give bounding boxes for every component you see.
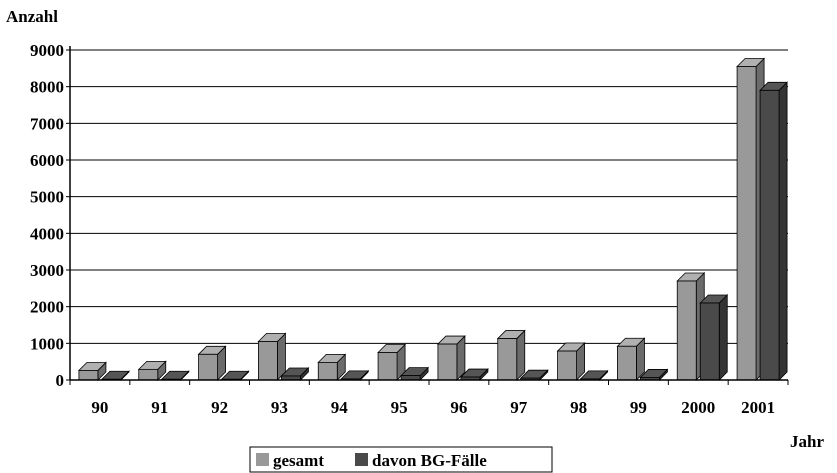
bar-front — [497, 338, 518, 381]
y-tick-label: 4000 — [30, 224, 64, 243]
bar-front — [317, 361, 338, 381]
bar-front — [258, 341, 278, 381]
bar-side — [778, 81, 788, 381]
y-axis-label: Anzahl — [6, 7, 58, 26]
y-tick-labels: 0 1000 2000 3000 4000 5000 6000 7000 8000 9000 — [30, 41, 64, 390]
bars — [77, 57, 789, 381]
bar-gesamt — [377, 343, 407, 381]
y-tick-label: 9000 — [30, 41, 64, 60]
bar-front — [198, 353, 218, 381]
bar-bg-faelle — [280, 367, 310, 381]
bar-gesamt — [77, 361, 107, 381]
x-tick-label: 96 — [450, 398, 467, 417]
bar-bg-faelle — [340, 369, 370, 381]
y-tick-label: 3000 — [30, 261, 64, 280]
bar-front — [736, 66, 757, 381]
y-tick-label: 1000 — [30, 334, 64, 353]
x-tick-label: 97 — [510, 398, 528, 417]
bar-gesamt — [436, 335, 466, 381]
bar-gesamt — [197, 345, 227, 381]
x-tick-label: 94 — [331, 398, 349, 417]
bar-front — [557, 350, 577, 381]
y-tick-label: 7000 — [30, 114, 64, 133]
gridlines — [70, 49, 788, 344]
x-tick-label: 2001 — [741, 398, 775, 417]
bar-bg-faelle — [220, 370, 250, 381]
x-tick-label: 95 — [391, 398, 408, 417]
legend-label-bg-faelle: davon BG-Fälle — [372, 451, 487, 470]
bar-bg-faelle — [400, 366, 430, 381]
bar-gesamt — [317, 353, 347, 381]
bar-gesamt — [556, 342, 586, 381]
bar-bg-faelle — [699, 294, 729, 381]
x-tick-label: 92 — [211, 398, 228, 417]
bar-bg-faelle — [519, 369, 549, 381]
legend-swatch-bg-faelle — [355, 453, 368, 466]
bar-bg-faelle — [160, 370, 190, 381]
legend-label-gesamt: gesamt — [273, 451, 324, 470]
bar-front — [699, 302, 720, 381]
y-tick-label: 8000 — [30, 78, 64, 97]
y-tick-label: 6000 — [30, 151, 64, 170]
bar-front — [759, 89, 780, 381]
legend: gesamt davon BG-Fälle — [249, 446, 553, 473]
bar-bg-faelle — [759, 81, 789, 381]
y-tick-label: 0 — [56, 371, 65, 390]
bar-bg-faelle — [639, 368, 669, 381]
bar-front — [676, 280, 697, 381]
bar-gesamt — [616, 337, 646, 381]
x-tick-label: 90 — [91, 398, 108, 417]
bar-bg-faelle — [100, 370, 130, 381]
bar-gesamt — [137, 360, 167, 381]
bar-gesamt — [257, 332, 287, 381]
axes — [66, 46, 789, 385]
legend-box — [249, 446, 553, 473]
x-tick-label: 2000 — [681, 398, 715, 417]
x-axis-label: Jahr — [790, 432, 824, 451]
y-tick-label: 2000 — [30, 298, 64, 317]
y-tick-label: 5000 — [30, 188, 64, 207]
x-tick-label: 98 — [570, 398, 587, 417]
bar-gesamt — [496, 329, 526, 381]
x-tick-labels: 90 91 92 93 94 95 96 97 98 99 2000 2001 — [91, 398, 775, 417]
bar-front — [377, 352, 398, 381]
x-tick-label: 99 — [630, 398, 647, 417]
bar-side — [516, 329, 526, 381]
bar-side — [718, 294, 728, 381]
bar-front — [617, 345, 637, 381]
legend-swatch-gesamt — [256, 453, 269, 466]
x-tick-label: 93 — [271, 398, 288, 417]
x-tick-label: 91 — [151, 398, 168, 417]
bar-front — [78, 370, 99, 381]
bar-front — [437, 343, 458, 381]
bar-front — [138, 368, 159, 381]
